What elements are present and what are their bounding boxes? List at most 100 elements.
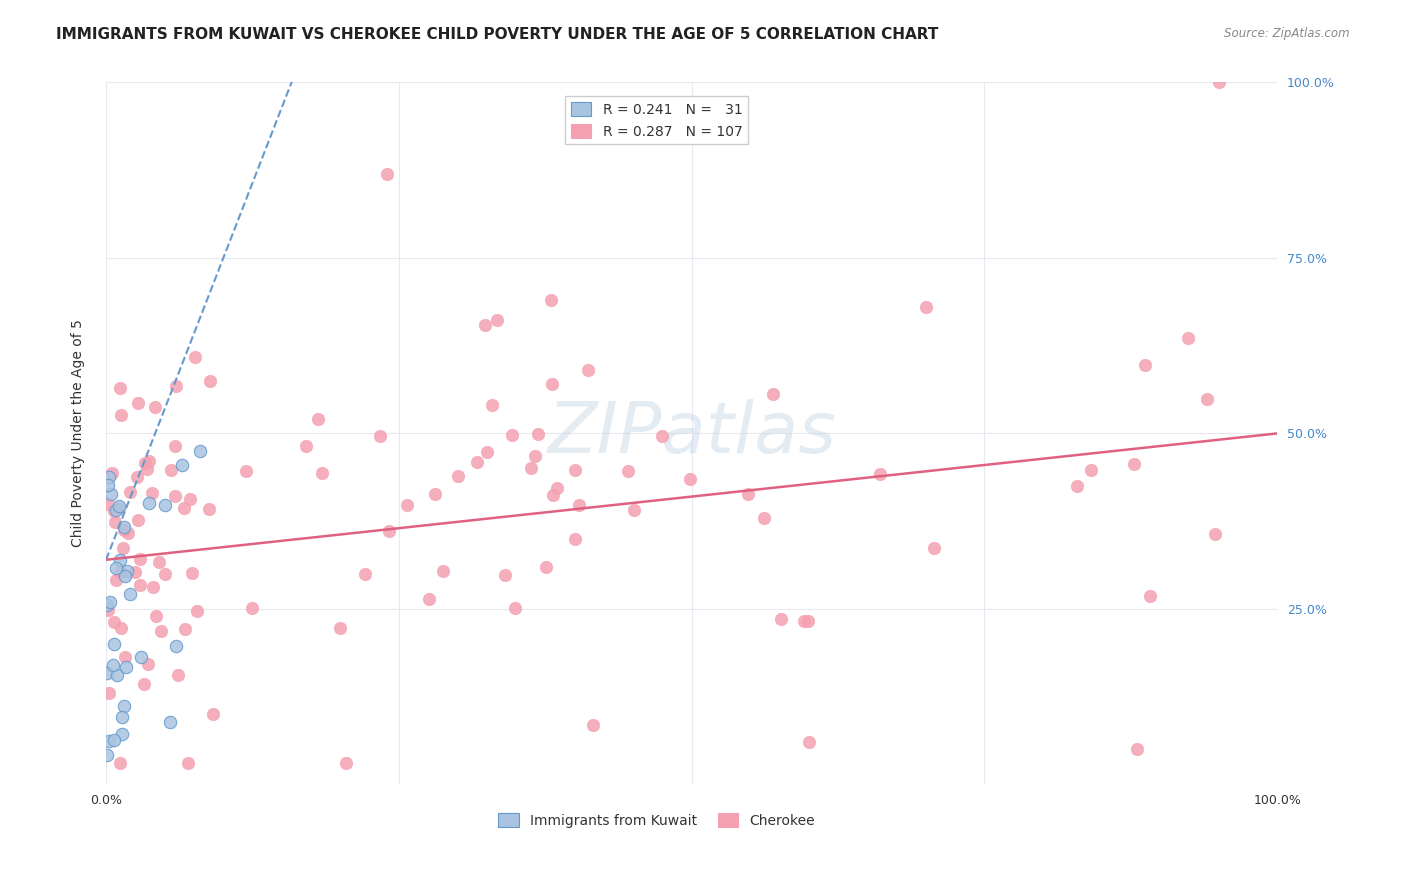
Point	[432, 564, 454, 578]
Point	[1197, 392, 1219, 406]
Point	[112, 519, 135, 533]
Point	[240, 601, 263, 615]
Point	[186, 603, 208, 617]
Point	[114, 569, 136, 583]
Point	[172, 458, 194, 473]
Point	[159, 714, 181, 729]
Point	[103, 637, 125, 651]
Point	[103, 615, 125, 629]
Point	[1139, 589, 1161, 603]
Point	[501, 427, 523, 442]
Point	[115, 660, 138, 674]
Point	[142, 580, 165, 594]
Point	[353, 567, 375, 582]
Point	[112, 699, 135, 714]
Point	[679, 472, 702, 486]
Point	[138, 454, 160, 468]
Point	[797, 735, 820, 749]
Point	[103, 504, 125, 518]
Point	[136, 461, 159, 475]
Point	[329, 621, 352, 635]
Point	[108, 499, 131, 513]
Point	[160, 463, 183, 477]
Y-axis label: Child Poverty Under the Age of 5: Child Poverty Under the Age of 5	[72, 319, 86, 548]
Point	[125, 470, 148, 484]
Point	[98, 470, 121, 484]
Point	[108, 381, 131, 395]
Point	[180, 566, 202, 580]
Point	[418, 592, 440, 607]
Point	[623, 503, 645, 517]
Point	[153, 498, 176, 512]
Point	[375, 167, 398, 181]
Text: Source: ZipAtlas.com: Source: ZipAtlas.com	[1225, 27, 1350, 40]
Point	[105, 667, 128, 681]
Point	[112, 523, 135, 537]
Point	[101, 467, 124, 481]
Text: ZIPatlas: ZIPatlas	[547, 399, 837, 468]
Point	[527, 427, 550, 442]
Point	[1208, 75, 1230, 89]
Point	[104, 503, 127, 517]
Point	[474, 318, 496, 332]
Point	[486, 313, 509, 327]
Point	[97, 734, 120, 748]
Legend: Immigrants from Kuwait, Cherokee: Immigrants from Kuwait, Cherokee	[492, 807, 821, 834]
Point	[576, 362, 599, 376]
Point	[465, 455, 488, 469]
Point	[141, 485, 163, 500]
Point	[98, 595, 121, 609]
Point	[165, 640, 187, 654]
Point	[138, 496, 160, 510]
Point	[155, 566, 177, 581]
Point	[179, 491, 201, 506]
Point	[797, 614, 820, 628]
Point	[115, 564, 138, 578]
Point	[143, 400, 166, 414]
Point	[127, 513, 149, 527]
Point	[111, 710, 134, 724]
Point	[134, 456, 156, 470]
Point	[98, 685, 121, 699]
Point	[295, 440, 318, 454]
Point	[104, 515, 127, 529]
Point	[543, 488, 565, 502]
Point	[118, 586, 141, 600]
Point	[616, 464, 638, 478]
Point	[737, 486, 759, 500]
Point	[311, 466, 333, 480]
Point	[101, 658, 124, 673]
Point	[108, 500, 131, 515]
Point	[481, 398, 503, 412]
Point	[582, 718, 605, 732]
Point	[1123, 457, 1146, 471]
Point	[201, 707, 224, 722]
Point	[134, 677, 156, 691]
Point	[105, 573, 128, 587]
Point	[520, 461, 543, 475]
Point	[165, 379, 187, 393]
Point	[568, 498, 591, 512]
Point	[564, 463, 586, 477]
Point	[540, 376, 562, 391]
Point	[100, 486, 122, 500]
Point	[198, 502, 221, 516]
Text: IMMIGRANTS FROM KUWAIT VS CHEROKEE CHILD POVERTY UNDER THE AGE OF 5 CORRELATION : IMMIGRANTS FROM KUWAIT VS CHEROKEE CHILD…	[56, 27, 939, 42]
Point	[150, 624, 173, 638]
Point	[148, 555, 170, 569]
Point	[103, 733, 125, 747]
Point	[117, 525, 139, 540]
Point	[188, 444, 211, 458]
Point	[97, 497, 120, 511]
Point	[96, 666, 118, 681]
Point	[869, 467, 891, 482]
Point	[129, 578, 152, 592]
Point	[752, 511, 775, 525]
Point	[503, 600, 526, 615]
Point	[174, 622, 197, 636]
Point	[914, 300, 936, 314]
Point	[96, 598, 118, 612]
Point	[127, 395, 149, 409]
Point	[494, 567, 516, 582]
Point	[793, 614, 815, 628]
